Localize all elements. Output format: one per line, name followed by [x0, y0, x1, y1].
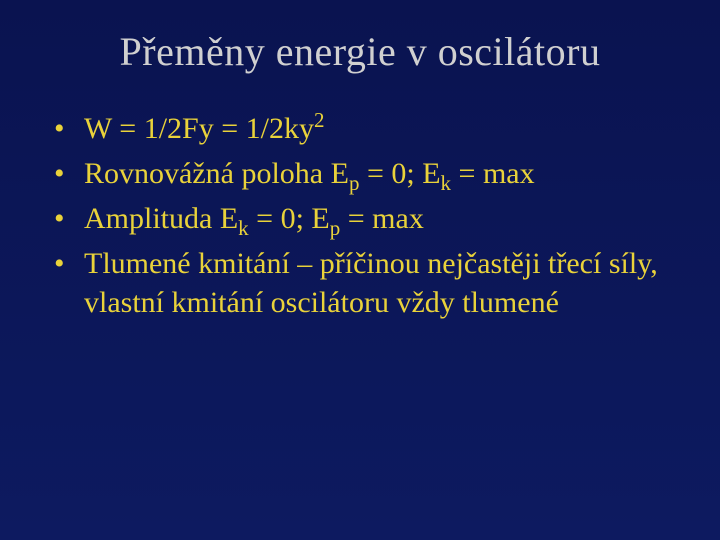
slide: Přeměny energie v oscilátoru W = 1/2Fy =…: [0, 0, 720, 540]
list-item: Tlumené kmitání – příčinou nejčastěji tř…: [50, 244, 670, 322]
list-item: Rovnovážná poloha Ep = 0; Ek = max: [50, 154, 670, 193]
list-item: W = 1/2Fy = 1/2ky2: [50, 109, 670, 148]
list-item: Amplituda Ek = 0; Ep = max: [50, 199, 670, 238]
slide-title: Přeměny energie v oscilátoru: [50, 28, 670, 75]
bullet-list: W = 1/2Fy = 1/2ky2 Rovnovážná poloha Ep …: [50, 109, 670, 322]
